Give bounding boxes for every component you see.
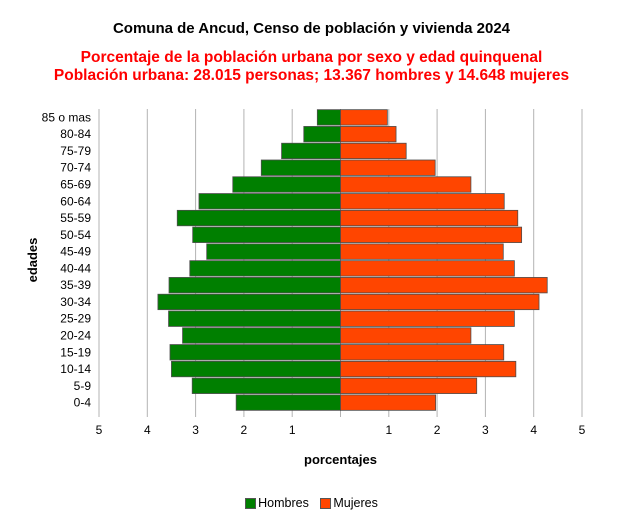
- y-tick-label-5: 60-64: [60, 194, 91, 208]
- bar-mujeres-14: [340, 344, 505, 361]
- bar-mujeres-4: [340, 176, 472, 193]
- bar-hombres-12: [168, 310, 341, 327]
- bar-hombres-6: [176, 209, 341, 227]
- y-tick-label-4: 65-69: [60, 178, 91, 192]
- bar-mujeres-16: [340, 377, 478, 394]
- legend-label-hombres: Hombres: [258, 496, 309, 510]
- y-tick-label-15: 10-14: [60, 362, 91, 376]
- y-tick-label-9: 40-44: [60, 261, 91, 275]
- y-tick-label-16: 5-9: [74, 379, 92, 393]
- bar-hombres-5: [198, 193, 341, 210]
- bar-mujeres-5: [340, 193, 505, 210]
- chart-subtitle-line-2: Población urbana: 28.015 personas; 13.36…: [53, 67, 570, 84]
- bar-mujeres-6: [340, 209, 519, 227]
- y-tick-label-10: 35-39: [60, 278, 91, 292]
- bar-hombres-4: [232, 176, 341, 193]
- y-tick-label-11: 30-34: [60, 295, 91, 309]
- y-tick-label-12: 25-29: [60, 312, 91, 326]
- bar-mujeres-9: [340, 260, 515, 277]
- bar-hombres-17: [235, 394, 341, 411]
- y-tick-label-2: 75-79: [60, 144, 91, 158]
- x-tick-label-5: 1: [385, 423, 392, 437]
- bar-mujeres-10: [340, 277, 548, 294]
- chart-legend: Hombres Mujeres: [0, 496, 623, 510]
- bar-mujeres-0: [340, 109, 388, 126]
- bar-hombres-11: [157, 293, 341, 311]
- bar-hombres-2: [281, 142, 341, 160]
- x-tick-label-3: 2: [241, 423, 248, 437]
- chart-title: Comuna de Ancud, Censo de población y vi…: [112, 20, 511, 37]
- legend-label-mujeres: Mujeres: [333, 496, 378, 510]
- bar-mujeres-3: [340, 159, 436, 176]
- bar-mujeres-13: [340, 327, 472, 344]
- y-tick-label-3: 70-74: [60, 161, 91, 175]
- bar-mujeres-1: [340, 126, 397, 143]
- x-tick-label-0: 5: [96, 423, 103, 437]
- y-tick-label-17: 0-4: [74, 396, 92, 410]
- bar-hombres-1: [303, 126, 341, 143]
- bar-hombres-15: [171, 360, 341, 378]
- bar-mujeres-7: [340, 226, 523, 243]
- x-tick-label-9: 5: [579, 423, 586, 437]
- x-tick-label-6: 2: [434, 423, 441, 437]
- chart-subtitle-line-1: Porcentaje de la población urbana por se…: [80, 49, 543, 66]
- bar-hombres-7: [192, 226, 341, 243]
- y-tick-label-8: 45-49: [60, 245, 91, 259]
- x-tick-label-7: 3: [482, 423, 489, 437]
- x-tick-label-8: 4: [530, 423, 537, 437]
- bar-mujeres-2: [340, 142, 407, 160]
- bar-hombres-10: [168, 277, 341, 294]
- legend-swatch-mujeres: [320, 498, 332, 510]
- bar-hombres-16: [191, 377, 341, 394]
- y-tick-label-1: 80-84: [60, 127, 91, 141]
- bar-mujeres-8: [340, 243, 504, 260]
- bar-hombres-0: [316, 109, 341, 126]
- legend-swatch-hombres: [245, 498, 257, 510]
- bar-hombres-13: [182, 327, 341, 344]
- x-tick-label-1: 4: [144, 423, 151, 437]
- legend-item-hombres: Hombres: [245, 496, 309, 510]
- bar-mujeres-15: [340, 360, 517, 378]
- bar-hombres-8: [206, 243, 341, 260]
- y-axis-label: edades: [25, 238, 40, 283]
- legend-item-mujeres: Mujeres: [320, 496, 378, 510]
- bar-hombres-9: [189, 260, 341, 277]
- x-tick-label-2: 3: [192, 423, 199, 437]
- x-tick-label-4: 1: [289, 423, 296, 437]
- bar-mujeres-11: [340, 293, 540, 311]
- bar-mujeres-17: [340, 394, 437, 411]
- y-tick-label-6: 55-59: [60, 211, 91, 225]
- y-tick-label-7: 50-54: [60, 228, 91, 242]
- bar-hombres-3: [260, 159, 341, 176]
- y-tick-label-13: 20-24: [60, 329, 91, 343]
- y-tick-label-0: 85 o mas: [42, 110, 91, 124]
- bar-hombres-14: [169, 344, 341, 361]
- bar-mujeres-12: [340, 310, 515, 327]
- x-axis-label: porcentajes: [304, 452, 377, 467]
- y-tick-label-14: 15-19: [60, 345, 91, 359]
